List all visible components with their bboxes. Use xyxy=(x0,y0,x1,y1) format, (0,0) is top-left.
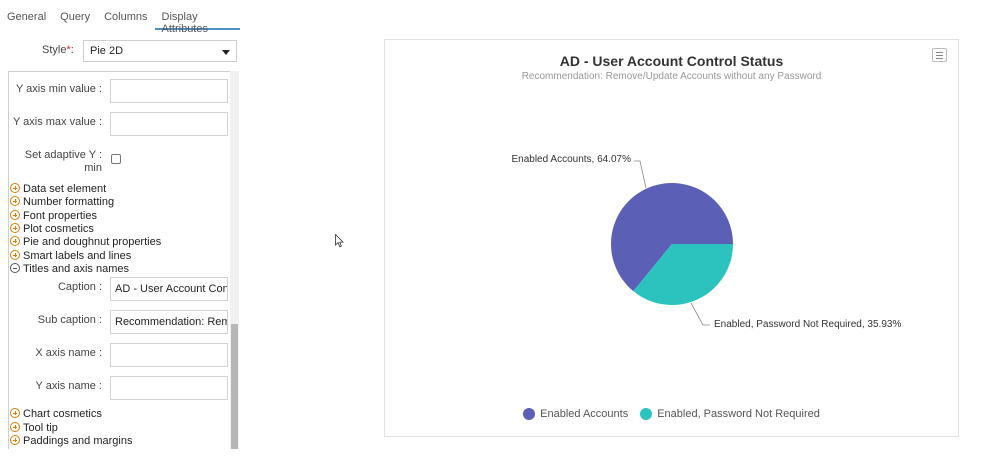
group-number-formatting[interactable]: Number formatting xyxy=(10,196,114,209)
chart-subtitle: Recommendation: Remove/Update Accounts w… xyxy=(521,71,822,82)
legend-swatch xyxy=(640,408,653,420)
group-paddings[interactable]: Paddings and margins xyxy=(10,435,132,448)
sub-caption-label: Sub caption : xyxy=(37,314,102,326)
group-titles-axis[interactable]: Titles and axis names xyxy=(10,263,129,276)
x-axis-name-input[interactable] xyxy=(110,343,228,367)
chart-legend: Enabled Accounts Enabled, Password Not R… xyxy=(385,408,958,420)
slice-label-connector xyxy=(690,302,710,326)
pie-slice-1[interactable] xyxy=(633,244,733,306)
y-axis-min-input[interactable] xyxy=(110,79,228,103)
chart-card: AD - User Account Control Status Recomme… xyxy=(384,39,959,437)
y-axis-min-label: Y axis min value : xyxy=(15,83,102,95)
y-axis-name-input[interactable] xyxy=(110,376,228,400)
mouse-cursor-icon xyxy=(335,234,344,248)
caption-label: Caption : xyxy=(57,281,102,293)
pie-slice-0[interactable] xyxy=(610,183,733,292)
chart-title: AD - User Account Control Status xyxy=(559,53,784,69)
style-select[interactable]: Pie 2D xyxy=(83,40,237,62)
plus-circle-icon xyxy=(10,236,20,246)
group-chart-cosmetics[interactable]: Chart cosmetics xyxy=(10,408,102,421)
legend-item-enabled-accounts[interactable]: Enabled Accounts xyxy=(523,408,628,420)
plus-circle-icon xyxy=(10,250,20,260)
plus-circle-icon xyxy=(10,422,20,432)
tab-general[interactable]: General xyxy=(7,11,47,23)
tab-display-attributes[interactable]: Display Attributes xyxy=(154,0,240,35)
required-mark: * xyxy=(66,44,71,56)
legend-item-password-not-required[interactable]: Enabled, Password Not Required xyxy=(640,408,820,420)
minus-circle-icon xyxy=(10,263,20,273)
caption-input[interactable]: AD - User Account Cont xyxy=(110,277,228,301)
y-axis-max-label: Y axis max value : xyxy=(12,116,102,128)
tab-bar: General Query Columns Display Attributes xyxy=(0,0,240,35)
adaptive-y-checkbox[interactable] xyxy=(111,154,121,164)
style-label: Style*: xyxy=(42,44,74,56)
group-tool-tip[interactable]: Tool tip xyxy=(10,422,58,435)
tab-query[interactable]: Query xyxy=(60,11,91,23)
adaptive-y-label: Set adaptive Y : min xyxy=(24,149,102,174)
plus-circle-icon xyxy=(10,408,20,418)
sub-caption-input[interactable]: Recommendation: Rem xyxy=(110,310,228,334)
properties-panel: Y axis min value : Y axis max value : Se… xyxy=(8,71,239,449)
plus-circle-icon xyxy=(10,183,20,193)
plus-circle-icon xyxy=(10,223,20,233)
group-font-properties[interactable]: Font properties xyxy=(10,210,97,223)
pie-chart: Enabled Accounts, 64.07% Enabled, Passwor… xyxy=(511,154,901,330)
y-axis-max-input[interactable] xyxy=(110,112,228,136)
legend-swatch xyxy=(523,408,536,420)
plus-circle-icon xyxy=(10,210,20,220)
group-data-set-element[interactable]: Data set element xyxy=(10,183,106,196)
group-smart-labels[interactable]: Smart labels and lines xyxy=(10,250,131,263)
scrollbar-thumb[interactable] xyxy=(231,324,238,449)
hamburger-menu-icon[interactable] xyxy=(932,48,947,62)
group-plot-cosmetics[interactable]: Plot cosmetics xyxy=(10,223,94,236)
plus-circle-icon xyxy=(10,435,20,445)
group-pie-doughnut[interactable]: Pie and doughnut properties xyxy=(10,236,161,249)
slice-label-connector xyxy=(634,160,647,189)
chevron-down-icon xyxy=(222,50,230,55)
slice-label-0: Enabled Accounts, 64.07% xyxy=(511,154,631,165)
style-select-value: Pie 2D xyxy=(90,45,124,57)
slice-label-1: Enabled, Password Not Required, 35.93% xyxy=(714,319,901,330)
style-row: Style*: Pie 2D xyxy=(0,40,240,64)
tab-columns[interactable]: Columns xyxy=(104,11,148,23)
x-axis-name-label: X axis name : xyxy=(35,347,102,359)
y-axis-name-label: Y axis name : xyxy=(35,380,102,392)
panel-scrollbar[interactable] xyxy=(230,71,239,449)
plus-circle-icon xyxy=(10,196,20,206)
